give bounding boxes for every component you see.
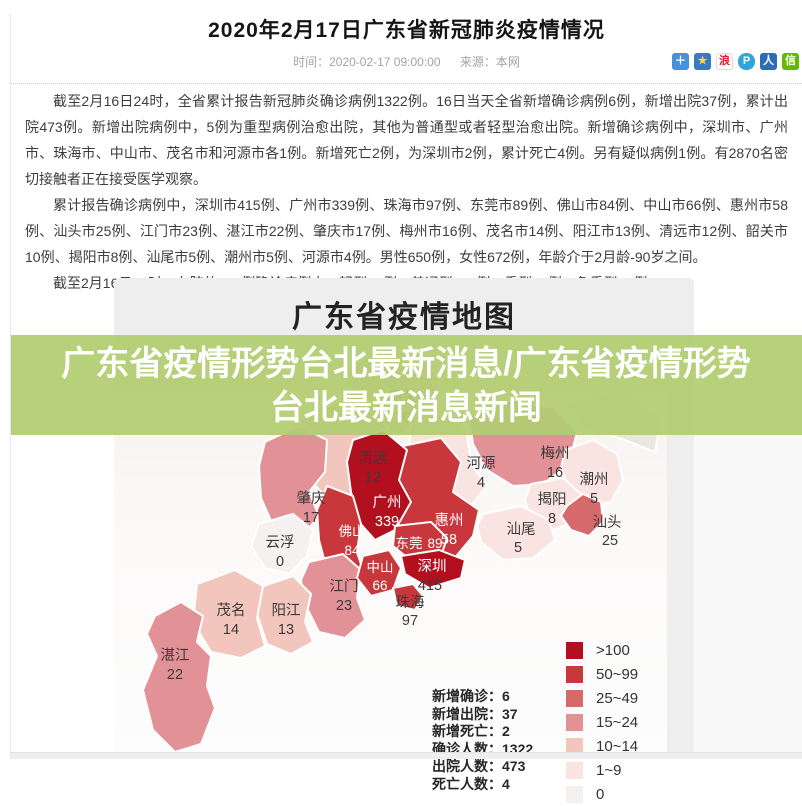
region-label: 揭阳 bbox=[538, 491, 567, 508]
region-label: 珠海 bbox=[396, 594, 425, 611]
wechat-icon[interactable]: 信 bbox=[782, 53, 799, 70]
region-label: 梅州 bbox=[541, 445, 570, 462]
region-label: 阳江 bbox=[272, 602, 301, 619]
legend-swatch bbox=[566, 665, 583, 683]
region-label: 惠州 bbox=[435, 512, 464, 529]
article-source: 来源：本网 bbox=[459, 55, 520, 69]
map-title: 广东省疫情地图 bbox=[292, 301, 516, 334]
region-label: 中山 bbox=[367, 560, 394, 575]
region-value: 14 bbox=[223, 622, 239, 638]
renren-icon[interactable]: 人 bbox=[760, 53, 777, 70]
article: 2020年2月17日广东省新冠肺炎疫情情况 时间：2020-02-17 09:0… bbox=[0, 14, 802, 296]
region-label: 肇庆 bbox=[297, 490, 326, 507]
region-value: 8 bbox=[548, 511, 556, 527]
paragraph: 截至2月16日24时，全省累计报告新冠肺炎确诊病例1322例。16日当天全省新增… bbox=[25, 93, 788, 187]
region-label: 潮州 bbox=[580, 471, 609, 488]
map-region-zhuhai bbox=[392, 583, 424, 611]
region-value: 5 bbox=[590, 491, 598, 507]
legend-row: 25~49 bbox=[566, 686, 638, 710]
region-label: 云浮 bbox=[266, 534, 295, 551]
legend-row: 50~99 bbox=[566, 662, 638, 686]
map-stats: 新增确诊：6 新增出院：37 新增死亡：2 确诊人数：1322 出院人数：473… bbox=[432, 688, 533, 793]
stat-row: 新增出院：37 bbox=[432, 705, 518, 722]
region-label: 湛江 bbox=[161, 647, 190, 664]
region-value: 23 bbox=[336, 598, 352, 614]
map-region-shenzhen bbox=[400, 549, 466, 589]
legend-row: 15~24 bbox=[566, 710, 638, 734]
region-value: 12 bbox=[365, 470, 381, 486]
stat-row: 出院人数：473 bbox=[432, 758, 526, 774]
legend-swatch bbox=[566, 713, 583, 731]
map-region-shantou bbox=[560, 493, 604, 537]
legend-label: 1~9 bbox=[596, 761, 622, 779]
map-region-yunfu bbox=[250, 513, 314, 575]
region-value: 339 bbox=[375, 514, 399, 530]
region-value: 22 bbox=[167, 667, 183, 683]
region-value: 97 bbox=[402, 613, 418, 629]
watermark-text-line1: 广东省疫情形势台北最新消息/广东省疫情形势 bbox=[61, 345, 751, 383]
legend-swatch bbox=[566, 641, 583, 659]
region-value: 66 bbox=[372, 578, 387, 593]
legend-swatch bbox=[566, 761, 583, 779]
region-label: 深圳 bbox=[418, 558, 447, 575]
region-label: 广州 bbox=[373, 494, 402, 511]
legend-label: 0 bbox=[596, 785, 605, 803]
region-label: 河源 bbox=[467, 455, 496, 472]
legend-row: 0 bbox=[566, 782, 638, 806]
legend-swatch bbox=[566, 689, 583, 707]
map-legend: >100 50~99 25~49 15~24 10~14 1~9 bbox=[566, 638, 638, 806]
share-bar: ＋ ★ 浪 P 人 信 bbox=[672, 53, 799, 70]
map-region-zhanjiang bbox=[142, 601, 216, 753]
article-body: 截至2月16日24时，全省累计报告新冠肺炎确诊病例1322例。16日当天全省新增… bbox=[11, 88, 802, 296]
legend-row: >100 bbox=[566, 638, 638, 662]
share-more-icon[interactable]: ＋ bbox=[672, 53, 689, 70]
legend-row: 1~9 bbox=[566, 758, 638, 782]
legend-swatch bbox=[566, 785, 583, 803]
region-value: 0 bbox=[276, 554, 284, 570]
watermark-text-line2: 台北最新消息新闻 bbox=[270, 389, 542, 427]
region-value: 13 bbox=[278, 622, 294, 638]
region-label: 汕尾 bbox=[507, 521, 536, 538]
region-label: 汕头 bbox=[593, 514, 622, 531]
page-bottom-strip bbox=[10, 752, 802, 759]
map-region-shanwei bbox=[476, 505, 556, 561]
page-left-border bbox=[10, 14, 11, 759]
region-label: 茂名 bbox=[217, 602, 246, 619]
paragraph: 累计报告确诊病例中，深圳市415例、广州市339例、珠海市97例、东莞市89例、… bbox=[25, 197, 788, 265]
region-value: 5 bbox=[514, 540, 522, 556]
region-value: 25 bbox=[602, 533, 618, 549]
legend-label: 15~24 bbox=[596, 713, 639, 731]
stat-row: 新增死亡：2 bbox=[432, 723, 510, 739]
region-value: 415 bbox=[418, 578, 442, 594]
stat-row: 死亡人数：4 bbox=[432, 775, 510, 792]
region-value: 4 bbox=[477, 475, 485, 491]
stat-row: 新增确诊：6 bbox=[432, 688, 510, 704]
sina-weibo-icon[interactable]: 浪 bbox=[716, 53, 733, 70]
region-label: 佛山 bbox=[339, 524, 366, 539]
legend-label: 50~99 bbox=[596, 665, 639, 683]
region-value: 58 bbox=[441, 532, 457, 548]
region-label: 江门 bbox=[330, 578, 359, 595]
page-background-panel bbox=[694, 435, 802, 752]
map-region-yangjiang bbox=[256, 575, 314, 655]
region-value: 16 bbox=[547, 465, 563, 481]
publish-time: 时间：2020-02-17 09:00:00 bbox=[293, 55, 441, 69]
region-value: 89 bbox=[427, 536, 442, 551]
legend-label: 25~49 bbox=[596, 689, 639, 707]
map-labels: 韶关 10 清远 12 河源 4 梅州 16 潮州 5 揭阳 8 汕头 25 汕… bbox=[161, 389, 622, 683]
region-value: 84 bbox=[344, 543, 360, 558]
qzone-icon[interactable]: ★ bbox=[694, 53, 711, 70]
region-label: 清远 bbox=[359, 450, 388, 467]
region-label: 东莞 bbox=[396, 536, 423, 551]
legend-label: >100 bbox=[596, 641, 630, 659]
tencent-weibo-icon[interactable]: P bbox=[738, 53, 755, 70]
article-meta: 时间：2020-02-17 09:00:00 来源：本网 ＋ ★ 浪 P 人 信 bbox=[11, 53, 802, 73]
region-value: 17 bbox=[303, 510, 319, 526]
header-divider bbox=[11, 83, 802, 84]
watermark-banner: 广东省疫情形势台北最新消息/广东省疫情形势 台北最新消息新闻 bbox=[10, 335, 802, 435]
page-title: 2020年2月17日广东省新冠肺炎疫情情况 bbox=[208, 19, 605, 42]
